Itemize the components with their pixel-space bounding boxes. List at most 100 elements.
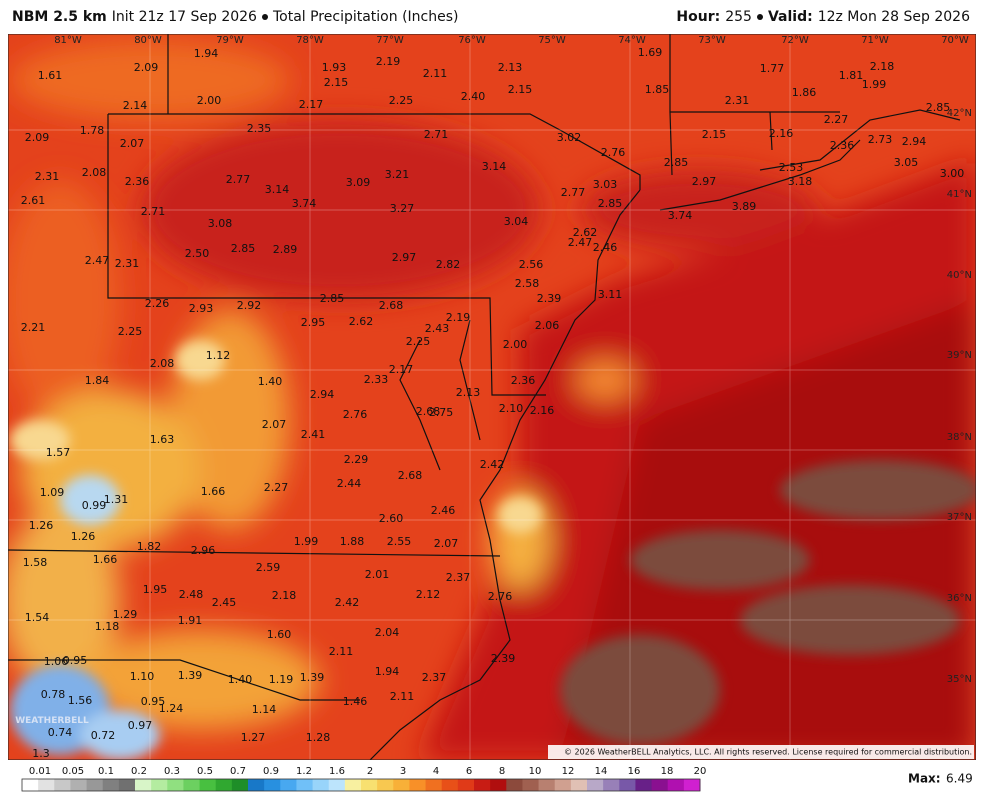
point-value: 2.07 — [434, 537, 459, 550]
point-value: 2.04 — [375, 626, 400, 639]
point-value: 2.89 — [273, 243, 298, 256]
legend-label: 6 — [466, 766, 472, 777]
point-value: 2.56 — [519, 258, 544, 271]
point-value: 3.03 — [593, 178, 618, 191]
point-value: 1.39 — [300, 671, 325, 684]
point-value: 3.08 — [208, 217, 233, 230]
point-value: 2.45 — [212, 596, 237, 609]
longitude-label: 75°W — [538, 35, 566, 46]
latitude-label: 39°N — [947, 350, 972, 361]
legend-label: 8 — [499, 766, 505, 777]
point-value: 1.39 — [178, 669, 203, 682]
legend-swatch — [151, 779, 168, 791]
point-value: 1.58 — [23, 556, 48, 569]
legend-swatch — [361, 779, 378, 791]
point-value: 3.04 — [504, 215, 529, 228]
point-value: 1.77 — [760, 62, 785, 75]
point-value: 1.60 — [267, 628, 292, 641]
point-value: 2.59 — [256, 561, 281, 574]
point-value: 2.15 — [324, 76, 349, 89]
legend-swatch — [603, 779, 620, 791]
point-value: 2.92 — [237, 299, 262, 312]
point-value: 3.09 — [346, 176, 371, 189]
legend-swatch — [587, 779, 604, 791]
legend-swatch — [102, 779, 120, 791]
longitude-label: 76°W — [458, 35, 486, 46]
point-value: 2.18 — [272, 589, 297, 602]
latitude-label: 41°N — [947, 189, 972, 200]
legend-label: 16 — [628, 766, 641, 777]
latitude-label: 40°N — [947, 270, 972, 281]
point-value: 2.10 — [499, 402, 524, 415]
point-value: 2.44 — [337, 477, 362, 490]
point-value: 3.74 — [292, 197, 317, 210]
point-value: 2.35 — [247, 122, 272, 135]
point-value: 2.50 — [185, 247, 210, 260]
point-value: 2.16 — [769, 127, 794, 140]
map-title: Total Precipitation (Inches) — [272, 9, 459, 25]
point-value: 1.88 — [340, 535, 365, 548]
legend-swatch — [619, 779, 636, 791]
legend-swatch — [70, 779, 88, 791]
point-value: 2.97 — [392, 251, 417, 264]
point-value: 2.31 — [725, 94, 750, 107]
latitude-label: 37°N — [947, 512, 972, 523]
legend-swatch — [667, 779, 685, 791]
longitude-label: 72°W — [781, 35, 809, 46]
point-value: 2.26 — [145, 297, 170, 310]
point-value: 2.93 — [189, 302, 214, 315]
point-value: 2.46 — [431, 504, 456, 517]
point-value: 2.25 — [389, 94, 414, 107]
point-value: 2.19 — [376, 55, 401, 68]
legend-swatch — [312, 779, 330, 791]
point-value: 0.78 — [41, 688, 66, 701]
point-value: 2.37 — [422, 671, 447, 684]
separator — [261, 14, 268, 20]
point-value: 2.09 — [25, 131, 50, 144]
point-value: 2.85 — [926, 101, 951, 114]
point-value: 0.99 — [82, 499, 107, 512]
copyright: © 2026 WeatherBELL Analytics, LLC. All r… — [564, 748, 972, 757]
point-value: 2.76 — [488, 590, 513, 603]
point-value: 2.16 — [530, 404, 555, 417]
legend-swatch — [457, 779, 475, 791]
point-value: 1.14 — [252, 703, 277, 716]
point-value: 1.56 — [68, 694, 93, 707]
point-value: 1.40 — [258, 375, 283, 388]
legend-swatch — [22, 779, 39, 791]
point-value: 2.27 — [824, 113, 849, 126]
legend-label: 10 — [529, 766, 542, 777]
point-value: 1.06 — [44, 655, 69, 668]
point-value: 1.94 — [194, 47, 219, 60]
point-value: 2.82 — [436, 258, 461, 271]
legend-swatch — [167, 779, 184, 791]
legend-frame — [21, 778, 701, 792]
point-value: 1.78 — [80, 124, 105, 137]
point-value: 1.40 — [228, 673, 253, 686]
point-value: 2.95 — [301, 316, 326, 329]
model: NBM 2.5 km — [12, 9, 107, 25]
legend-swatch — [86, 779, 104, 791]
legend-label: 0.01 — [29, 766, 51, 777]
point-value: 2.60 — [379, 512, 404, 525]
copyright-box — [548, 745, 974, 759]
latitude-label: 35°N — [947, 674, 972, 685]
point-value: 2.27 — [264, 481, 289, 494]
legend-swatch — [296, 779, 314, 791]
point-value: 2.29 — [344, 453, 369, 466]
point-value: 2.13 — [498, 61, 523, 74]
legend-swatch — [280, 779, 297, 791]
point-value: 2.15 — [702, 128, 727, 141]
point-value: 1.19 — [269, 673, 294, 686]
point-value: 1.82 — [137, 540, 162, 553]
point-value: 2.85 — [598, 197, 623, 210]
point-value: 2.18 — [870, 60, 895, 73]
legend-label: 4 — [433, 766, 439, 777]
precip-field — [8, 34, 976, 760]
max-label: Max: — [908, 772, 941, 786]
point-value: 2.48 — [179, 588, 204, 601]
point-value: 2.39 — [491, 652, 516, 665]
legend-swatch — [135, 779, 152, 791]
longitude-label: 78°W — [296, 35, 324, 46]
point-value: 2.68 — [416, 405, 441, 418]
